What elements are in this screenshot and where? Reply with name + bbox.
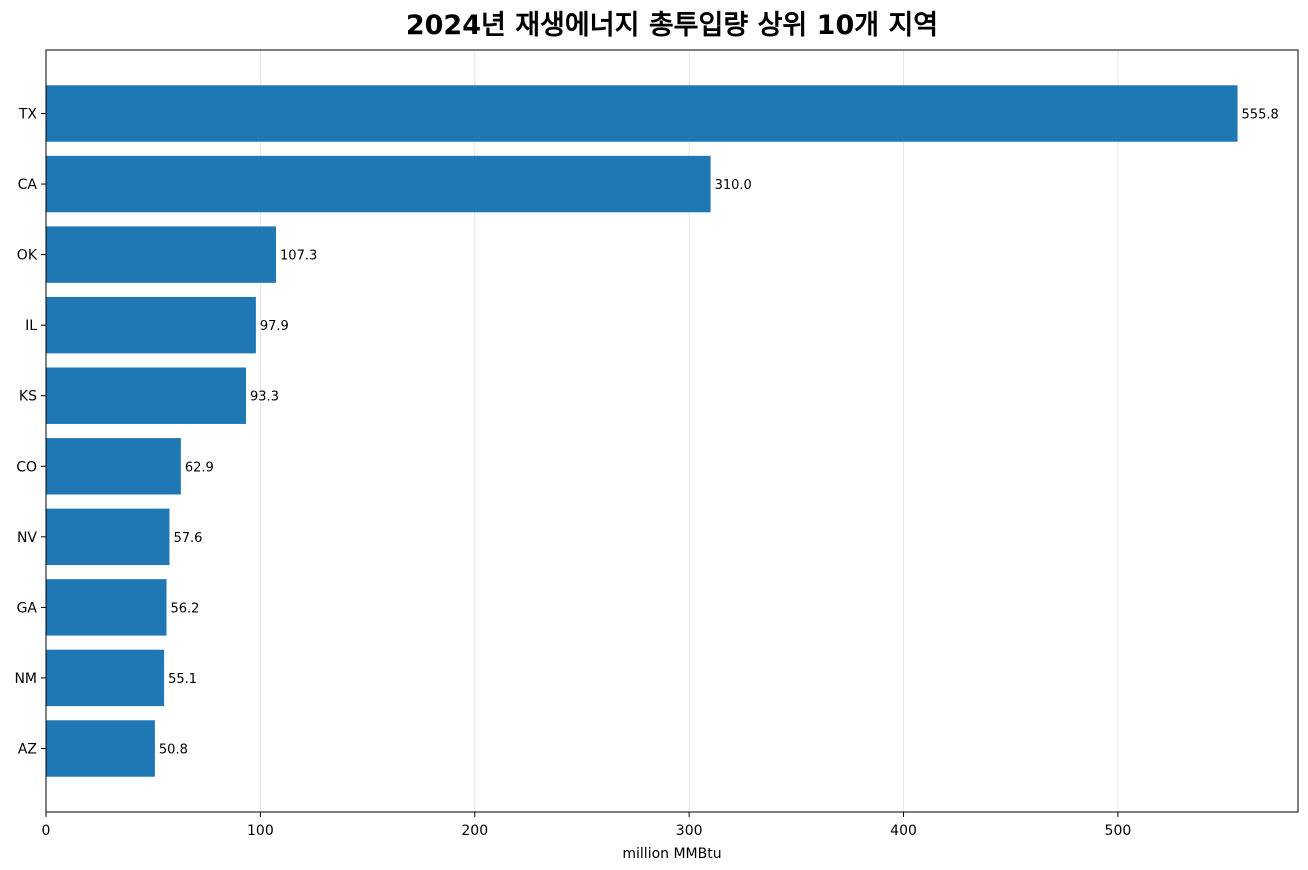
y-tick-label: TX: [18, 107, 38, 123]
y-tick-label: CA: [18, 177, 38, 193]
bars: [46, 85, 1238, 777]
y-tick-label: AZ: [18, 742, 37, 758]
data-label: 555.8: [1242, 108, 1279, 123]
x-tick-label: 200: [461, 823, 488, 839]
bar: [46, 438, 181, 495]
y-tick-label: OK: [17, 248, 38, 264]
plot-frame: [45, 49, 1299, 813]
data-label: 62.9: [185, 460, 214, 475]
x-axis-label: million MMBtu: [622, 846, 721, 862]
y-tick-label: KS: [19, 389, 37, 405]
x-tick-label: 100: [247, 823, 274, 839]
bar: [46, 226, 277, 283]
y-tick-label: NV: [17, 530, 37, 546]
x-tick-label: 300: [676, 823, 703, 839]
y-tick-label: NM: [14, 671, 37, 687]
bar: [46, 85, 1238, 142]
data-label: 57.6: [173, 531, 202, 546]
y-tick-label: CO: [16, 459, 37, 475]
bar: [46, 720, 155, 777]
bar: [46, 508, 170, 566]
x-tick-label: 400: [890, 823, 917, 839]
chart-title: 2024년 재생에너지 총투입량 상위 10개 지역: [406, 10, 938, 41]
data-label: 56.2: [170, 601, 199, 616]
y-tick-label: IL: [25, 318, 37, 334]
data-labels: 555.8 310.0 107.3 97.9 93.3 62.9 57.6 56.2 55.1 5…: [159, 108, 1279, 758]
y-tick-label: GA: [17, 600, 38, 616]
x-tick-label: 0: [42, 823, 51, 839]
data-label: 55.1: [168, 672, 197, 687]
data-label: 97.9: [260, 319, 289, 334]
data-label: 310.0: [715, 178, 752, 193]
data-label: 93.3: [250, 390, 279, 405]
bar: [46, 649, 165, 707]
bar: [46, 155, 711, 213]
x-axis-ticks: 0 100 200 300 400 500: [42, 812, 1132, 839]
y-axis-ticks: TX CA OK IL KS CO NV GA NM AZ: [14, 107, 46, 758]
x-tick-label: 500: [1105, 823, 1132, 839]
data-label: 107.3: [280, 249, 317, 264]
data-label: 50.8: [159, 743, 188, 758]
bar: [46, 296, 256, 354]
bar: [46, 579, 167, 636]
bar: [46, 367, 247, 424]
